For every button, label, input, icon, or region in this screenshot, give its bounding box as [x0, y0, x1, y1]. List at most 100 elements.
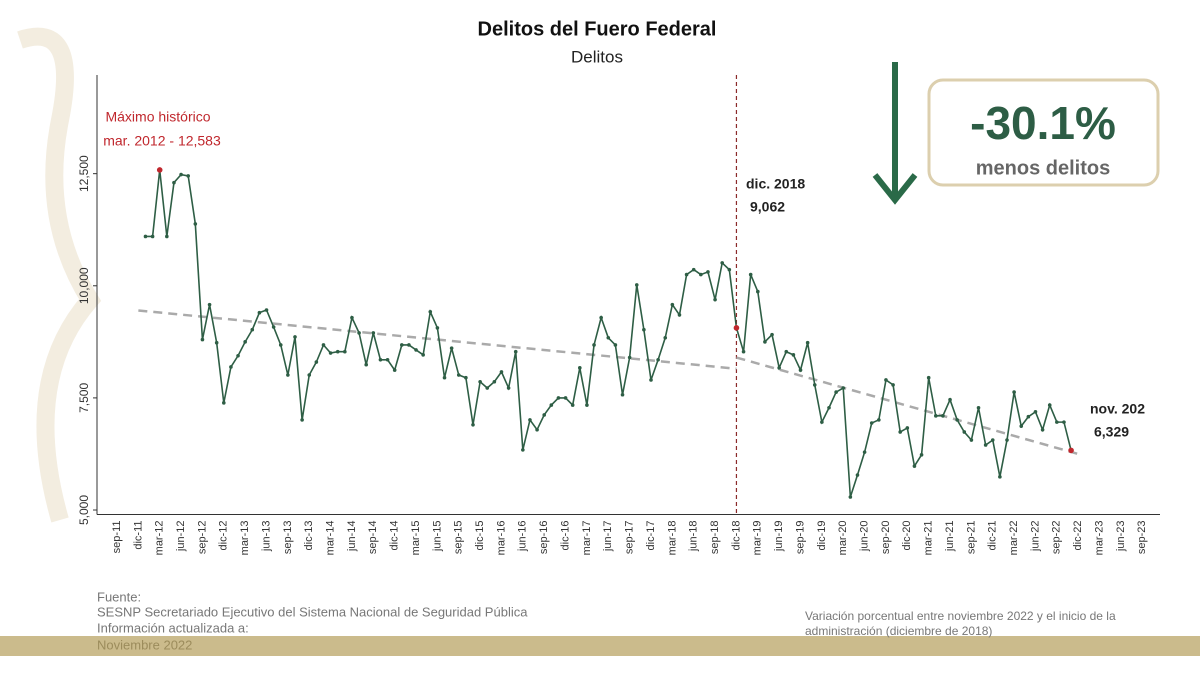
x-tick-label: jun-20 [859, 521, 871, 553]
data-point [898, 430, 902, 434]
data-point [464, 375, 468, 380]
data-point [784, 349, 789, 354]
data-point [733, 325, 740, 331]
data-point [656, 357, 660, 362]
data-point [613, 343, 618, 347]
annotation: 9,062 [750, 199, 785, 215]
data-point [165, 234, 169, 239]
data-point [649, 378, 653, 382]
data-point [827, 405, 831, 410]
data-point [528, 418, 532, 422]
data-point [286, 373, 290, 377]
x-tick-label: jun-13 [260, 521, 272, 553]
data-point [150, 234, 155, 239]
x-tick-label: mar-16 [495, 521, 507, 556]
data-point [506, 386, 511, 390]
data-point [691, 267, 696, 272]
x-tick-label: sep-19 [794, 521, 806, 555]
arrow-head [872, 173, 918, 205]
data-point [934, 414, 938, 418]
callout-value: -30.1% [970, 97, 1116, 149]
data-point [1055, 420, 1059, 424]
data-point [620, 392, 625, 397]
data-point [862, 450, 867, 454]
data-point [521, 448, 525, 452]
data-point [172, 180, 176, 185]
x-tick-label: mar-12 [154, 521, 166, 556]
data-point [378, 357, 383, 362]
data-point [570, 403, 575, 407]
data-point [962, 430, 967, 434]
x-tick-label: sep-17 [624, 521, 636, 555]
data-point [948, 397, 952, 402]
y-tick-label: 7,500 [77, 383, 91, 413]
x-tick-label: jun-16 [517, 521, 529, 553]
y-tick-label: 12,500 [77, 155, 91, 192]
data-point [421, 353, 425, 357]
data-point [314, 360, 319, 364]
data-point [222, 401, 226, 405]
x-tick-label: jun-21 [944, 521, 956, 553]
data-point [1026, 414, 1031, 419]
data-point [770, 332, 774, 337]
data-point [343, 349, 347, 354]
data-point [350, 315, 354, 320]
x-tick-label: sep-12 [196, 521, 208, 555]
x-tick-label: sep-22 [1051, 521, 1063, 555]
annotation: Máximo histórico [105, 109, 210, 125]
data-point [877, 418, 881, 422]
x-tick-label: jun-18 [688, 521, 700, 553]
data-point [449, 346, 454, 350]
data-point [798, 368, 803, 372]
data-point [407, 343, 411, 347]
annotation: mar. 2012 - 12,583 [103, 133, 221, 149]
data-point [478, 379, 482, 384]
callout-text: menos delitos [976, 157, 1110, 179]
x-tick-label: sep-14 [367, 521, 379, 555]
data-point [592, 343, 596, 347]
x-tick-label: dic-11 [132, 521, 144, 550]
x-tick-label: sep-15 [453, 521, 465, 555]
data-point [143, 234, 148, 239]
data-point [841, 386, 846, 390]
data-point [713, 297, 717, 302]
x-tick-label: dic-14 [389, 521, 401, 551]
x-tick-label: jun-17 [602, 521, 614, 553]
data-point [634, 283, 639, 287]
data-point [912, 464, 917, 468]
x-tick-label: mar-22 [1008, 521, 1020, 556]
data-point [264, 308, 269, 312]
data-point [983, 443, 988, 447]
data-point [1019, 424, 1024, 428]
data-point [300, 418, 304, 422]
data-point [229, 365, 233, 369]
footer-note: administración (diciembre de 2018) [805, 624, 992, 638]
data-point [236, 353, 240, 358]
x-tick-label: mar-18 [666, 521, 678, 556]
data-point [727, 267, 732, 272]
x-tick-label: jun-22 [1029, 521, 1041, 553]
annotation: nov. 202 [1090, 401, 1145, 417]
x-tick-label: jun-15 [431, 521, 443, 553]
data-point [805, 340, 810, 345]
x-tick-label: mar-13 [239, 521, 251, 556]
data-point [435, 326, 440, 330]
data-point [293, 335, 297, 339]
data-point [400, 343, 404, 347]
data-point [891, 383, 895, 387]
x-tick-label: mar-14 [325, 521, 337, 556]
data-point [492, 379, 497, 384]
chart-title: Delitos del Fuero Federal [478, 18, 717, 40]
y-tick-label: 5,000 [77, 495, 91, 525]
footer-text: Información actualizada a: [97, 620, 249, 635]
x-tick-label: sep-16 [538, 521, 550, 555]
data-point [905, 426, 910, 430]
x-tick-label: jun-19 [773, 521, 785, 553]
data-point [364, 362, 369, 367]
data-point [884, 378, 888, 382]
x-tick-label: mar-20 [837, 521, 849, 556]
data-point [627, 355, 632, 360]
x-tick-label: mar-23 [1093, 521, 1105, 556]
data-point [748, 272, 753, 277]
x-tick-label: sep-23 [1136, 521, 1148, 555]
